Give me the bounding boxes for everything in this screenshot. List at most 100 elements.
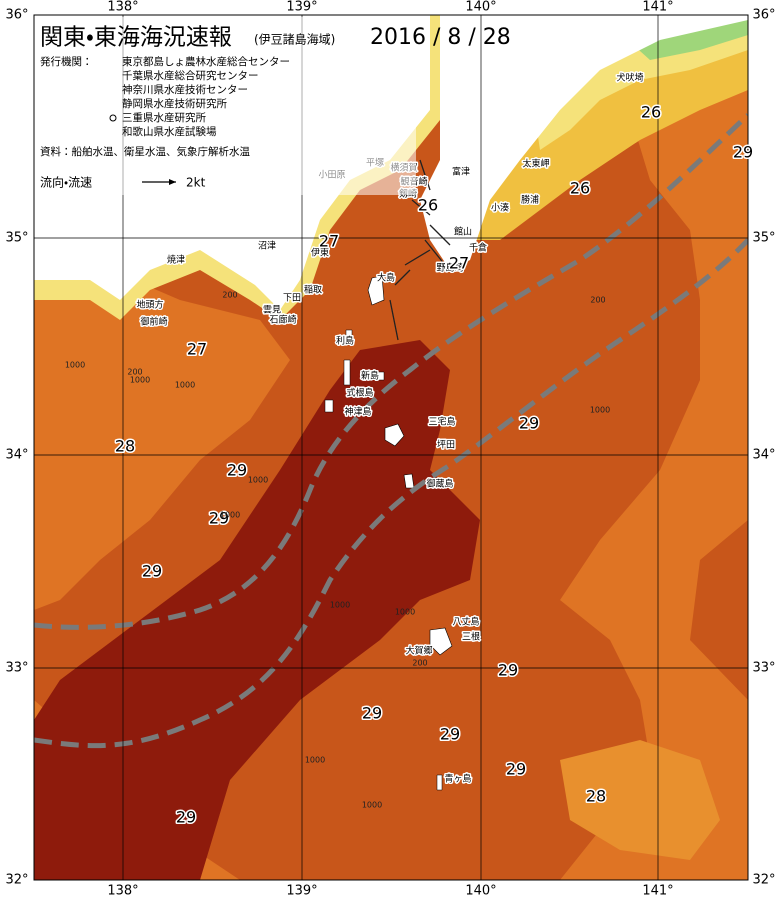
- island: [384, 423, 405, 447]
- island: [403, 473, 415, 489]
- depth-label: 1000: [248, 476, 268, 485]
- place-name: 地頭方: [136, 299, 163, 311]
- temperature-label: 28: [586, 787, 606, 806]
- info-panel: [36, 17, 416, 195]
- agency: 神奈川県水産技術センター: [122, 83, 248, 96]
- place-name: 焼津: [167, 255, 185, 266]
- lon-label: 141°: [642, 0, 673, 15]
- island: [324, 329, 443, 791]
- legend-speed: 2kt: [186, 176, 206, 190]
- depth-label: 1000: [175, 381, 195, 390]
- agency: 和歌山県水産試験場: [122, 125, 217, 138]
- sea-core-zone: [34, 340, 480, 880]
- place-name: 下田: [283, 293, 301, 304]
- lon-label: 139°: [286, 884, 317, 899]
- depth-label: 200: [127, 368, 142, 377]
- sea-warm-zone: [34, 250, 290, 610]
- place-name: 野島崎: [436, 262, 463, 274]
- legend-arrowhead: [169, 179, 176, 185]
- source: 資料：船舶水温、衛星水温、気象庁解析水温: [40, 145, 250, 158]
- lon-label: 139°: [286, 0, 317, 15]
- depth-label: 1000: [395, 608, 415, 617]
- place-name: 青ヶ島: [444, 773, 471, 785]
- depth-label: 1000: [330, 601, 350, 610]
- bullet: [109, 114, 117, 122]
- island: [367, 275, 385, 306]
- place-name: 雲見: [263, 305, 281, 316]
- map-frame: [33, 14, 749, 881]
- temperature-label: 26: [641, 103, 661, 122]
- lat-label: 32°: [5, 873, 28, 888]
- temperature-label: 27: [449, 254, 469, 273]
- place-name: 沼津: [258, 241, 276, 252]
- place-name: 館山: [454, 226, 472, 238]
- place-name: 稲取: [304, 284, 322, 296]
- place-name: 犬吠埼: [616, 72, 643, 84]
- current-arrow: [404, 249, 431, 266]
- temperature-label: 29: [519, 414, 539, 433]
- place-name: 三宅島: [428, 416, 455, 428]
- lat-label: 36°: [752, 8, 775, 23]
- temperature-label: 27: [319, 232, 339, 251]
- kuroshio-axis: [34, 238, 748, 749]
- lon-label: 140°: [465, 884, 496, 899]
- temperature-label: 26: [418, 196, 438, 215]
- place-name: 富津: [452, 166, 470, 178]
- lat-label: 33°: [5, 661, 28, 676]
- current-arrow: [419, 159, 431, 191]
- place-name: 神津島: [344, 406, 371, 418]
- subtitle: (伊豆諸島海域): [254, 32, 335, 47]
- kuroshio-axis: [34, 113, 748, 630]
- depth-label: 200: [590, 296, 605, 305]
- depth-label: 1000: [65, 361, 85, 370]
- agencies: 東京都島しょ農林水産総合センター千葉県水産総合研究センター神奈川県水産技術センタ…: [122, 55, 290, 138]
- date: 2016 / 8 / 28: [370, 25, 511, 50]
- depth-label: 200: [222, 291, 237, 300]
- place-name: 三根: [462, 631, 480, 643]
- lon-label: 141°: [642, 884, 673, 899]
- place-name: 大島: [377, 272, 395, 284]
- current-arrow: [429, 224, 451, 246]
- depth-label: 1000: [362, 801, 382, 810]
- temperature-label: 29: [176, 808, 196, 827]
- depth-label: 200: [412, 659, 427, 668]
- lat-label: 32°: [752, 873, 775, 888]
- agency: 東京都島しょ農林水産総合センター: [122, 55, 290, 68]
- legend-label: 流向・流速: [40, 175, 92, 190]
- place-name: 太東岬: [522, 158, 549, 170]
- current-arrow: [424, 239, 446, 266]
- place-name: 大賀郷: [405, 645, 432, 657]
- place-name: 新島: [361, 370, 379, 382]
- temperature-label: 29: [362, 704, 382, 723]
- place-name: 御前崎: [140, 316, 167, 328]
- depth-label: 1000: [590, 406, 610, 415]
- lon-label: 138°: [107, 0, 138, 15]
- lon-label: 138°: [107, 884, 138, 899]
- lat-label: 33°: [752, 661, 775, 676]
- sea-warm-zone: [560, 15, 748, 880]
- temperature-label: 29: [440, 725, 460, 744]
- place-name: 式根島: [346, 387, 373, 399]
- temperature-label: 29: [506, 760, 526, 779]
- depth-label: 1000: [130, 376, 150, 385]
- island: [429, 627, 453, 656]
- labels: 犬吠埼太東岬勝浦小湊富津館山千倉野島崎横須賀観音崎剱崎平塚小田原伊東沼津焼津地頭…: [65, 70, 755, 828]
- place-name: 石廊崎: [269, 314, 296, 326]
- place-name: 伊東: [311, 247, 329, 259]
- place-name: 御蔵島: [426, 478, 453, 490]
- temperature-label: 27: [187, 340, 207, 359]
- temperature-label: 29: [209, 509, 229, 528]
- place-name: 千倉: [469, 243, 487, 254]
- current-arrows: [389, 159, 451, 341]
- lat-label: 34°: [752, 448, 775, 463]
- depth-label: 1000: [305, 756, 325, 765]
- temperature-label: 29: [142, 562, 162, 581]
- current-arrow: [389, 299, 399, 341]
- place-name: 小湊: [491, 202, 509, 214]
- sea-warm-zone: [560, 740, 720, 860]
- lat-label: 34°: [5, 448, 28, 463]
- lat-label: 35°: [5, 231, 28, 246]
- temperature-label: 29: [227, 461, 247, 480]
